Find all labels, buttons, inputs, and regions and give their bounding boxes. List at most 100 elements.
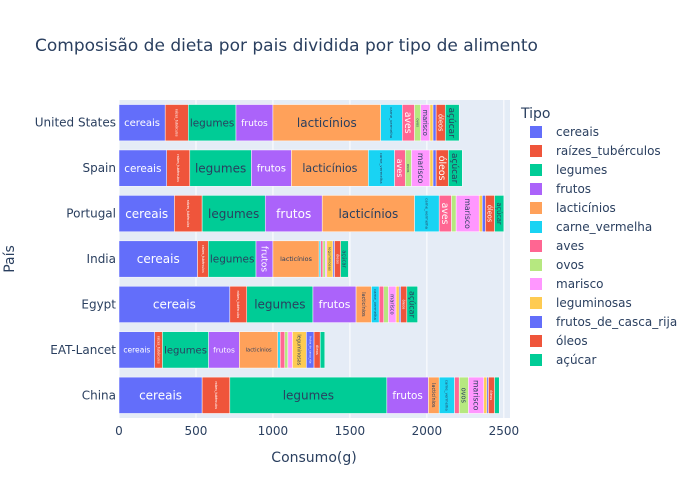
bar-label: ovos bbox=[406, 164, 411, 173]
bar-label: frutos bbox=[276, 207, 311, 221]
legend-label: frutos_de_casca_rija bbox=[556, 315, 677, 329]
legend-swatch bbox=[530, 221, 542, 233]
legend-label: açúcar bbox=[556, 353, 597, 367]
x-tick-label: 2000 bbox=[412, 424, 443, 438]
bar-label: cereais bbox=[125, 207, 168, 221]
bar-label: lacticínios bbox=[338, 207, 398, 221]
bar-label: ovos bbox=[415, 118, 420, 127]
legend-swatch bbox=[530, 354, 542, 366]
bar-segment bbox=[383, 286, 389, 323]
bar-label: legumes bbox=[210, 254, 254, 266]
bar-segment bbox=[445, 104, 460, 142]
bar-segment bbox=[272, 104, 381, 142]
bar-label: raízes_tubérculos bbox=[201, 245, 205, 273]
bar-segment bbox=[162, 331, 209, 369]
bar-segment bbox=[494, 195, 505, 232]
bar-label: raízes_tubérculos bbox=[175, 109, 179, 137]
bar-label: lacticínios bbox=[302, 162, 357, 175]
bar-label: frutos bbox=[258, 246, 268, 273]
bar-label: aves bbox=[402, 112, 413, 134]
bar-segment bbox=[118, 104, 166, 142]
bar-segment bbox=[378, 286, 385, 323]
legend-label: carne_vermelha bbox=[556, 220, 652, 234]
legend-swatch bbox=[530, 278, 542, 290]
bar-segment bbox=[319, 331, 326, 369]
y-ticks: China EAT-Lancet Egypt India Portugal Spain Un… bbox=[35, 116, 117, 403]
bar-label: óleos bbox=[489, 390, 494, 400]
bar-label: raízes_tubérculos bbox=[236, 291, 240, 319]
bar-segment bbox=[478, 195, 483, 232]
bar-label: frutos bbox=[257, 164, 286, 175]
bar-segment bbox=[246, 286, 314, 323]
bar-label: frutos bbox=[241, 119, 268, 129]
bar-segment bbox=[251, 149, 292, 187]
bar-segment bbox=[432, 104, 437, 142]
legend-swatch bbox=[530, 316, 542, 328]
bar-label: frutos bbox=[392, 390, 422, 402]
legend-swatch bbox=[530, 126, 542, 138]
bar-label: frutos_de_casca_rija bbox=[308, 336, 312, 363]
bar-label: açúcar bbox=[446, 108, 456, 139]
bar-label: cereais bbox=[139, 388, 182, 402]
bar-segment bbox=[201, 195, 266, 232]
bar-label: frutos bbox=[213, 345, 235, 354]
bar-label: carne_vermelha bbox=[379, 153, 384, 184]
legend-swatch bbox=[530, 164, 542, 176]
bar-label: óleos bbox=[486, 205, 494, 223]
bar-label: óleos bbox=[436, 156, 447, 181]
chart-title: Composisão de dieta por pais dividida po… bbox=[35, 36, 538, 56]
bar-segment bbox=[454, 376, 460, 414]
x-tick-label: 1500 bbox=[335, 424, 366, 438]
bar-segment bbox=[429, 104, 434, 142]
x-axis-title: Consumo(g) bbox=[271, 450, 356, 466]
bar-label: óleos bbox=[401, 299, 406, 309]
y-axis-title: País bbox=[2, 245, 18, 273]
legend-swatch bbox=[530, 183, 542, 195]
legend-label: lacticínios bbox=[556, 201, 616, 215]
bar-segment bbox=[287, 331, 293, 369]
bar-segment bbox=[291, 149, 369, 187]
bar-label: açúcar bbox=[407, 291, 416, 319]
bar-segment bbox=[414, 195, 440, 232]
bar-label: marisco bbox=[388, 294, 394, 314]
bar-label: lacticínios bbox=[246, 347, 272, 354]
bar-segment bbox=[320, 240, 324, 278]
bar-segment bbox=[312, 286, 357, 323]
legend-label: leguminosas bbox=[556, 296, 632, 310]
legend-swatch bbox=[530, 202, 542, 214]
bar-label: cereais bbox=[124, 118, 160, 129]
bar-label: raízes_tubérculos bbox=[214, 382, 218, 410]
bar-segment bbox=[284, 331, 289, 369]
bar-label: cereais bbox=[123, 345, 150, 354]
bar-segment bbox=[118, 286, 231, 323]
bar-segment bbox=[201, 376, 231, 414]
bar-segment bbox=[118, 195, 175, 232]
bar-segment bbox=[277, 331, 281, 369]
bar-label: leguminosas bbox=[296, 334, 302, 365]
y-tick-label: China bbox=[82, 388, 116, 402]
bar-label: carne_vermelha bbox=[389, 107, 394, 138]
bar-segment bbox=[448, 149, 463, 187]
bar-label: óleos bbox=[315, 345, 320, 355]
legend-label: marisco bbox=[556, 277, 604, 291]
bar-label: legumes bbox=[195, 161, 246, 175]
bar-segment bbox=[189, 149, 252, 187]
legend-swatch bbox=[530, 240, 542, 252]
legend-label: cereais bbox=[556, 125, 599, 139]
y-tick-label: Spain bbox=[82, 161, 116, 175]
bar-segment bbox=[340, 240, 349, 278]
y-tick-label: EAT-Lancet bbox=[50, 343, 116, 357]
legend-label: raízes_tubérculos bbox=[556, 144, 661, 158]
bar-label: açúcar bbox=[495, 202, 503, 224]
bar-segment bbox=[229, 376, 388, 414]
legend-label: aves bbox=[556, 239, 584, 253]
legend-swatch bbox=[530, 297, 542, 309]
bar-label: óleos bbox=[335, 254, 340, 264]
legend-label: óleos bbox=[556, 334, 588, 348]
bar-labels: cereais raízes_tubérculos legumes frutos lac… bbox=[123, 107, 503, 410]
y-tick-label: United States bbox=[35, 116, 116, 130]
bar-segment bbox=[429, 149, 434, 187]
bar-label: legumes bbox=[190, 117, 234, 129]
